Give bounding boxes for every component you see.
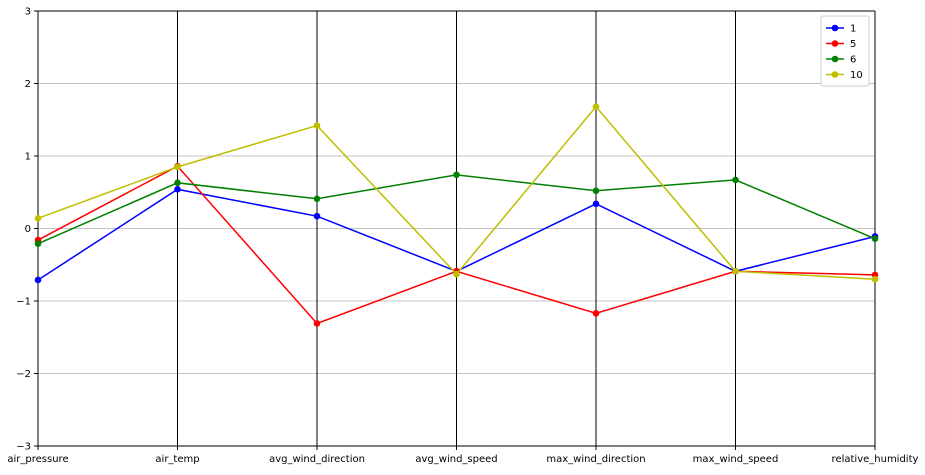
legend-label: 10 — [850, 70, 863, 81]
x-tick-label: avg_wind_speed — [415, 454, 497, 465]
x-tick-label: relative_humidity — [832, 454, 919, 465]
y-tick-label: −1 — [16, 297, 31, 308]
data-point — [34, 215, 42, 222]
axis-layer — [34, 10, 876, 450]
legend-marker — [831, 24, 839, 32]
data-point — [174, 163, 181, 171]
y-tick-label: −2 — [16, 369, 31, 380]
legend-entry: 6 — [826, 55, 856, 66]
y-tick-label: 1 — [25, 152, 31, 163]
data-point — [592, 200, 600, 208]
legend-marker — [831, 71, 839, 78]
data-point — [174, 179, 181, 187]
legend-marker — [831, 55, 839, 63]
data-point — [871, 275, 879, 283]
data-point — [174, 186, 181, 193]
legend-box — [820, 15, 870, 87]
series-6 — [34, 171, 879, 248]
series-10 — [34, 103, 879, 283]
data-point — [592, 310, 600, 317]
data-point — [453, 270, 460, 278]
data-point — [34, 240, 42, 248]
x-tick-label: max_wind_direction — [546, 454, 645, 465]
x-tick-label: air_temp — [155, 454, 199, 465]
legend-entry: 1 — [826, 24, 856, 35]
label-layer: −3 −2 −1 0 1 2 3 air_pressure air_temp avg_wind_d… — [7, 7, 918, 466]
x-tick-label: max_wind_speed — [693, 454, 779, 465]
legend-label: 1 — [850, 24, 856, 35]
x-tick-label: avg_wind_direction — [269, 454, 365, 465]
data-point — [732, 267, 739, 275]
data-point — [592, 103, 600, 110]
data-point — [313, 320, 321, 327]
legend-entry: 10 — [826, 70, 863, 81]
data-point — [313, 212, 321, 220]
data-point — [592, 187, 600, 195]
y-tick-label: 2 — [25, 79, 31, 90]
x-tick-label: air_pressure — [7, 454, 68, 465]
data-point — [313, 122, 321, 129]
legend-label: 6 — [850, 55, 856, 66]
data-point — [871, 235, 879, 242]
data-point — [453, 171, 460, 179]
y-tick-label: 0 — [25, 224, 31, 235]
legend-entry: 5 — [826, 39, 856, 50]
y-tick-label: 3 — [25, 7, 31, 18]
legend-marker — [831, 40, 839, 47]
data-point — [34, 276, 42, 284]
y-tick-label: −3 — [16, 442, 31, 453]
data-point — [732, 176, 739, 184]
legend-label: 5 — [850, 39, 856, 50]
series-layer — [34, 103, 879, 327]
legend: 1 5 6 10 — [820, 15, 870, 87]
data-point — [313, 195, 321, 203]
